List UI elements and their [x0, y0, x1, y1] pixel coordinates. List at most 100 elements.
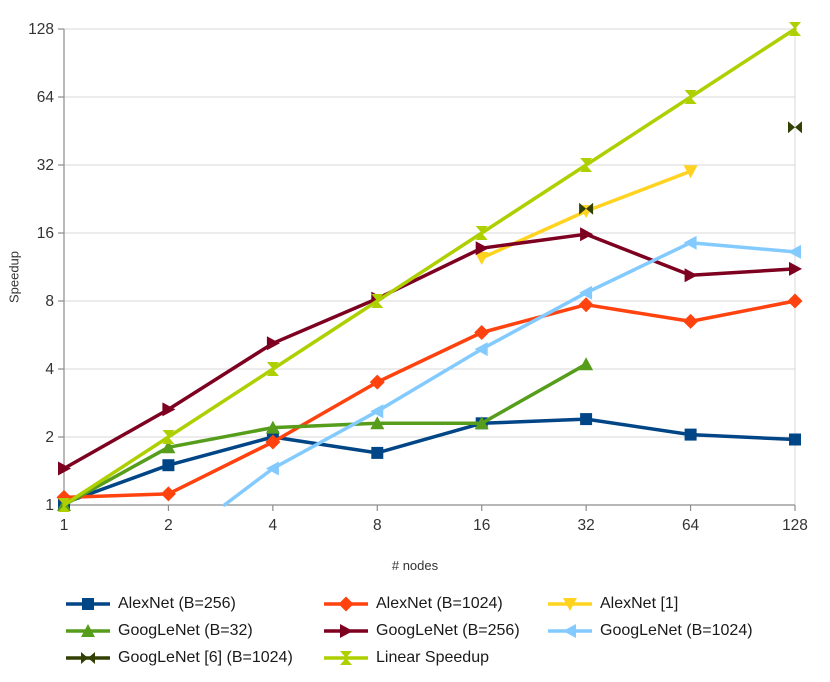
- series-line-googlenet-b-1024: [222, 240, 797, 507]
- series-googlenet-b-32: [57, 357, 594, 511]
- legend-marker-googlenet-b-256: [324, 624, 368, 638]
- y-tick-label: 8: [45, 293, 54, 310]
- series-line-googlenet-b-256: [62, 232, 797, 471]
- data-point-marker-googlenet-b-256: [58, 461, 71, 476]
- data-point-marker-alexnet-1: [474, 252, 489, 265]
- chart-plot-area: 1 2 4 8 16 32 64 128 1 2 4 8 16 32 64 128: [28, 21, 808, 534]
- y-tick-label: 64: [37, 89, 55, 106]
- legend-entry-alexnet-b-256: AlexNet (B=256): [65, 595, 236, 613]
- legend-entry-alexnet-b-1024: AlexNet (B=1024): [323, 595, 503, 613]
- legend-entry-linear-speedup: Linear Speedup: [323, 649, 489, 667]
- series-line-alexnet-b-1024: [62, 299, 797, 500]
- x-tick-label: 32: [578, 517, 595, 534]
- data-point-marker-googlenet-b-1024: [788, 244, 801, 259]
- data-point-marker-alexnet-b-256: [371, 446, 384, 459]
- data-point-marker-alexnet-b-1024: [787, 293, 803, 309]
- series-googlenet-b-1024: [222, 235, 801, 507]
- data-point-marker-alexnet-b-1024: [578, 297, 594, 313]
- data-point-marker-linear-speedup: [789, 22, 801, 36]
- y-axis-title: Speedup: [6, 250, 22, 304]
- data-point-marker-alexnet-b-1024: [265, 434, 281, 450]
- legend-label-linear-speedup: Linear Speedup: [376, 649, 489, 666]
- gridlines: [64, 28, 796, 505]
- series-googlenet-6-b-1024: [579, 121, 802, 215]
- legend-entry-alexnet-1: AlexNet [1]: [547, 595, 678, 613]
- series-line-alexnet-b-256: [62, 417, 797, 505]
- data-point-marker-googlenet-b-1024: [579, 285, 593, 300]
- legend-entry-googlenet-b-1024: GoogLeNet (B=1024): [547, 622, 753, 640]
- legend-marker-alexnet-b-1024: [324, 596, 368, 612]
- legend-label-googlenet-b-256: GoogLeNet (B=256): [376, 622, 520, 639]
- legend-label-alexnet-b-256: AlexNet (B=256): [118, 595, 236, 612]
- data-point-marker-linear-speedup: [162, 430, 175, 444]
- x-tick-label: 64: [682, 517, 700, 534]
- data-point-marker-googlenet-b-1024: [474, 342, 488, 357]
- x-tick-label: 16: [473, 517, 490, 534]
- y-tick-label: 16: [37, 225, 54, 242]
- series-linear-speedup: [58, 22, 801, 512]
- y-tick-label: 128: [28, 21, 54, 38]
- legend-label-alexnet-1: AlexNet [1]: [600, 595, 679, 612]
- legend-label-alexnet-b-1024: AlexNet (B=1024): [376, 595, 503, 612]
- data-point-marker-googlenet-b-256: [162, 402, 176, 417]
- legend-entry-googlenet-b-256: GoogLeNet (B=256): [323, 622, 520, 640]
- data-point-marker-googlenet-b-256: [266, 336, 280, 351]
- data-point-marker-alexnet-b-1024: [160, 486, 176, 502]
- legend-entry-googlenet-6-b-1024: GoogLeNet [6] (B=1024): [65, 649, 293, 667]
- y-tick-label: 1: [45, 497, 54, 514]
- y-tick-label: 32: [37, 157, 54, 174]
- series-alexnet-b-1024: [56, 293, 803, 505]
- y-tick-label: 2: [45, 429, 54, 446]
- legend-label-googlenet-b-1024: GoogLeNet (B=1024): [600, 622, 753, 639]
- data-point-marker-googlenet-b-32: [265, 420, 280, 434]
- y-tick-label: 4: [45, 361, 54, 378]
- x-tick-label: 2: [164, 517, 173, 534]
- data-point-marker-alexnet-b-256: [789, 433, 801, 446]
- data-point-marker-linear-speedup: [475, 226, 488, 240]
- data-point-marker-googlenet-b-32: [579, 357, 594, 371]
- data-point-marker-googlenet-6-b-1024: [579, 202, 594, 215]
- series-line-linear-speedup: [62, 27, 797, 507]
- data-point-marker-googlenet-b-32: [161, 440, 176, 454]
- data-point-marker-linear-speedup: [266, 362, 279, 376]
- data-point-marker-googlenet-b-1024: [370, 404, 384, 419]
- data-point-marker-alexnet-b-1024: [683, 313, 699, 329]
- legend-marker-googlenet-6-b-1024: [66, 652, 110, 664]
- data-point-marker-googlenet-b-32: [474, 416, 489, 430]
- data-point-marker-alexnet-b-256: [162, 459, 175, 472]
- data-point-marker-alexnet-b-1024: [474, 325, 490, 340]
- data-point-marker-alexnet-b-1024: [369, 374, 385, 390]
- data-point-marker-linear-speedup: [58, 498, 70, 512]
- data-point-marker-googlenet-b-1024: [265, 461, 279, 476]
- data-point-marker-linear-speedup: [371, 294, 384, 308]
- data-point-marker-googlenet-b-256: [475, 241, 489, 256]
- data-point-marker-linear-speedup: [684, 90, 697, 104]
- data-point-marker-googlenet-b-1024: [683, 235, 697, 250]
- x-tick-label: 1: [60, 517, 69, 534]
- data-point-marker-googlenet-b-32: [370, 416, 385, 430]
- x-tick-label: 8: [373, 517, 382, 534]
- x-axis-title: # nodes: [391, 558, 439, 573]
- data-point-marker-linear-speedup: [580, 158, 593, 172]
- legend-label-googlenet-6-b-1024: GoogLeNet [6] (B=1024): [118, 649, 293, 666]
- legend-marker-alexnet-1: [548, 598, 592, 611]
- x-tick-label: 4: [269, 517, 278, 534]
- data-point-marker-googlenet-6-b-1024: [788, 121, 802, 134]
- data-point-marker-alexnet-b-256: [684, 428, 697, 441]
- tick-labels: 1 2 4 8 16 32 64 128 1 2 4 8 16 32 64 128: [28, 21, 808, 534]
- data-point-marker-alexnet-b-256: [580, 413, 593, 426]
- axes: [58, 28, 796, 511]
- series-line-googlenet-b-32: [62, 362, 588, 507]
- data-point-marker-googlenet-b-256: [580, 227, 594, 242]
- x-tick-label: 128: [782, 517, 808, 534]
- legend-marker-alexnet-b-256: [66, 598, 110, 610]
- data-point-marker-alexnet-1: [683, 165, 698, 179]
- legend-marker-linear-speedup: [324, 651, 368, 665]
- legend-label-googlenet-b-32: GoogLeNet (B=32): [118, 622, 253, 639]
- legend-entry-googlenet-b-32: GoogLeNet (B=32): [65, 622, 253, 640]
- legend-marker-googlenet-b-1024: [548, 624, 592, 638]
- data-point-marker-googlenet-b-256: [789, 261, 802, 276]
- data-point-marker-googlenet-b-256: [684, 268, 698, 283]
- legend-marker-googlenet-b-32: [66, 624, 110, 637]
